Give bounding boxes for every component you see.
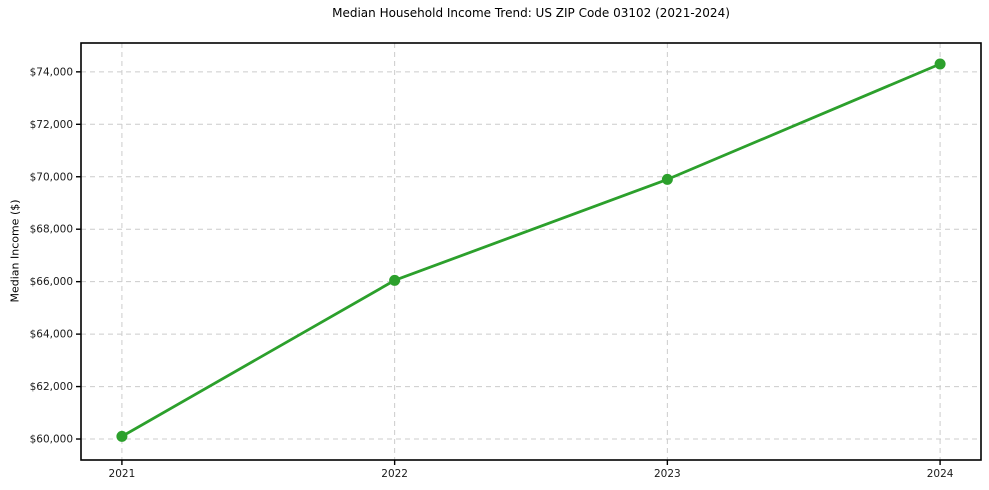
y-tick-label: $68,000	[30, 224, 73, 236]
data-point-marker	[934, 58, 946, 70]
x-tick-label: 2022	[381, 468, 408, 480]
y-tick-label: $62,000	[30, 381, 73, 393]
data-point-marker	[661, 173, 673, 185]
y-tick-label: $64,000	[30, 329, 73, 341]
y-tick-label: $60,000	[30, 434, 73, 446]
chart-title: Median Household Income Trend: US ZIP Co…	[332, 6, 730, 20]
y-tick-label: $66,000	[30, 276, 73, 288]
y-tick-label: $70,000	[30, 171, 73, 183]
data-point-marker	[116, 430, 128, 442]
x-tick-label: 2023	[654, 468, 681, 480]
plot-border	[80, 42, 982, 461]
y-tick-label: $72,000	[30, 119, 73, 131]
data-point-marker	[389, 274, 401, 286]
x-tick-label: 2024	[927, 468, 954, 480]
x-tick-label: 2021	[109, 468, 136, 480]
y-tick-label: $74,000	[30, 66, 73, 78]
income-trend-line	[120, 62, 942, 438]
